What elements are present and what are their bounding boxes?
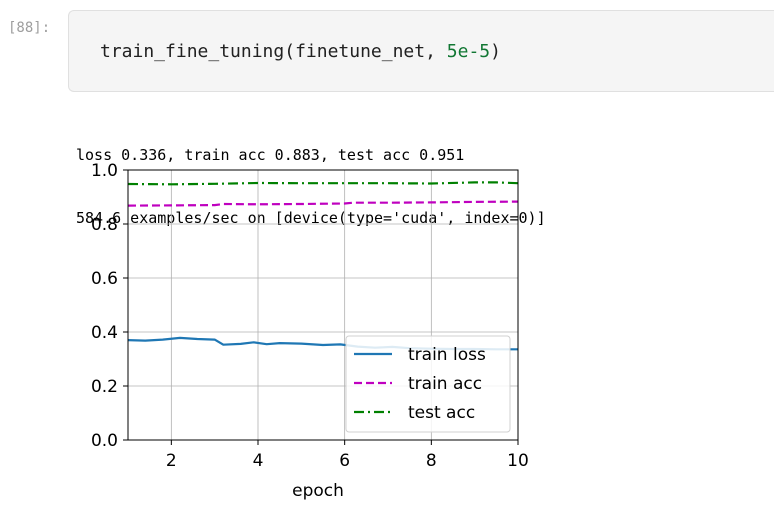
y-tick-label: 0.4 — [91, 323, 118, 343]
legend-box — [345, 335, 511, 433]
y-tick-label: 0.6 — [91, 269, 118, 289]
cell-prompt: [88]: — [8, 20, 51, 36]
code-function-call: train_fine_tuning(finetune_net, — [100, 41, 447, 62]
y-tick-label: 1.0 — [91, 161, 118, 181]
legend-label: train loss — [408, 345, 486, 365]
x-tick-label: 8 — [426, 451, 437, 471]
code-learning-rate: 5e-5 — [446, 41, 491, 62]
training-chart: 2 4 6 8 10 0.0 0.2 0.4 0.6 0.8 1.0 epoch train loss t… — [91, 161, 529, 501]
code-line[interactable]: train_fine_tuning(finetune_net, 5e-5) — [100, 41, 501, 62]
legend-label: test acc — [408, 403, 475, 423]
output-throughput-line: 584.6 examples/sec on [device(type='cuda… — [76, 209, 546, 227]
x-tick-label: 2 — [166, 451, 177, 471]
legend-label: train acc — [408, 374, 482, 394]
x-axis-label: epoch — [292, 481, 344, 501]
code-input-cell[interactable]: train_fine_tuning(finetune_net, 5e-5) — [68, 10, 774, 92]
y-tick-label: 0.0 — [91, 431, 118, 451]
x-tick-label: 6 — [339, 451, 350, 471]
output-metrics-line: loss 0.336, train acc 0.883, test acc 0.… — [76, 146, 465, 164]
code-close-paren: ) — [490, 41, 501, 62]
cell-output: loss 0.336, train acc 0.883, test acc 0.… — [76, 103, 546, 250]
axes-frame — [127, 169, 519, 441]
y-tick-label: 0.2 — [91, 377, 118, 397]
x-tick-label: 4 — [253, 451, 264, 471]
x-tick-label: 10 — [507, 451, 529, 471]
series-line-train-acc — [127, 200, 519, 207]
y-tick-label: 0.8 — [91, 215, 118, 235]
series-line-test-acc — [127, 181, 519, 186]
